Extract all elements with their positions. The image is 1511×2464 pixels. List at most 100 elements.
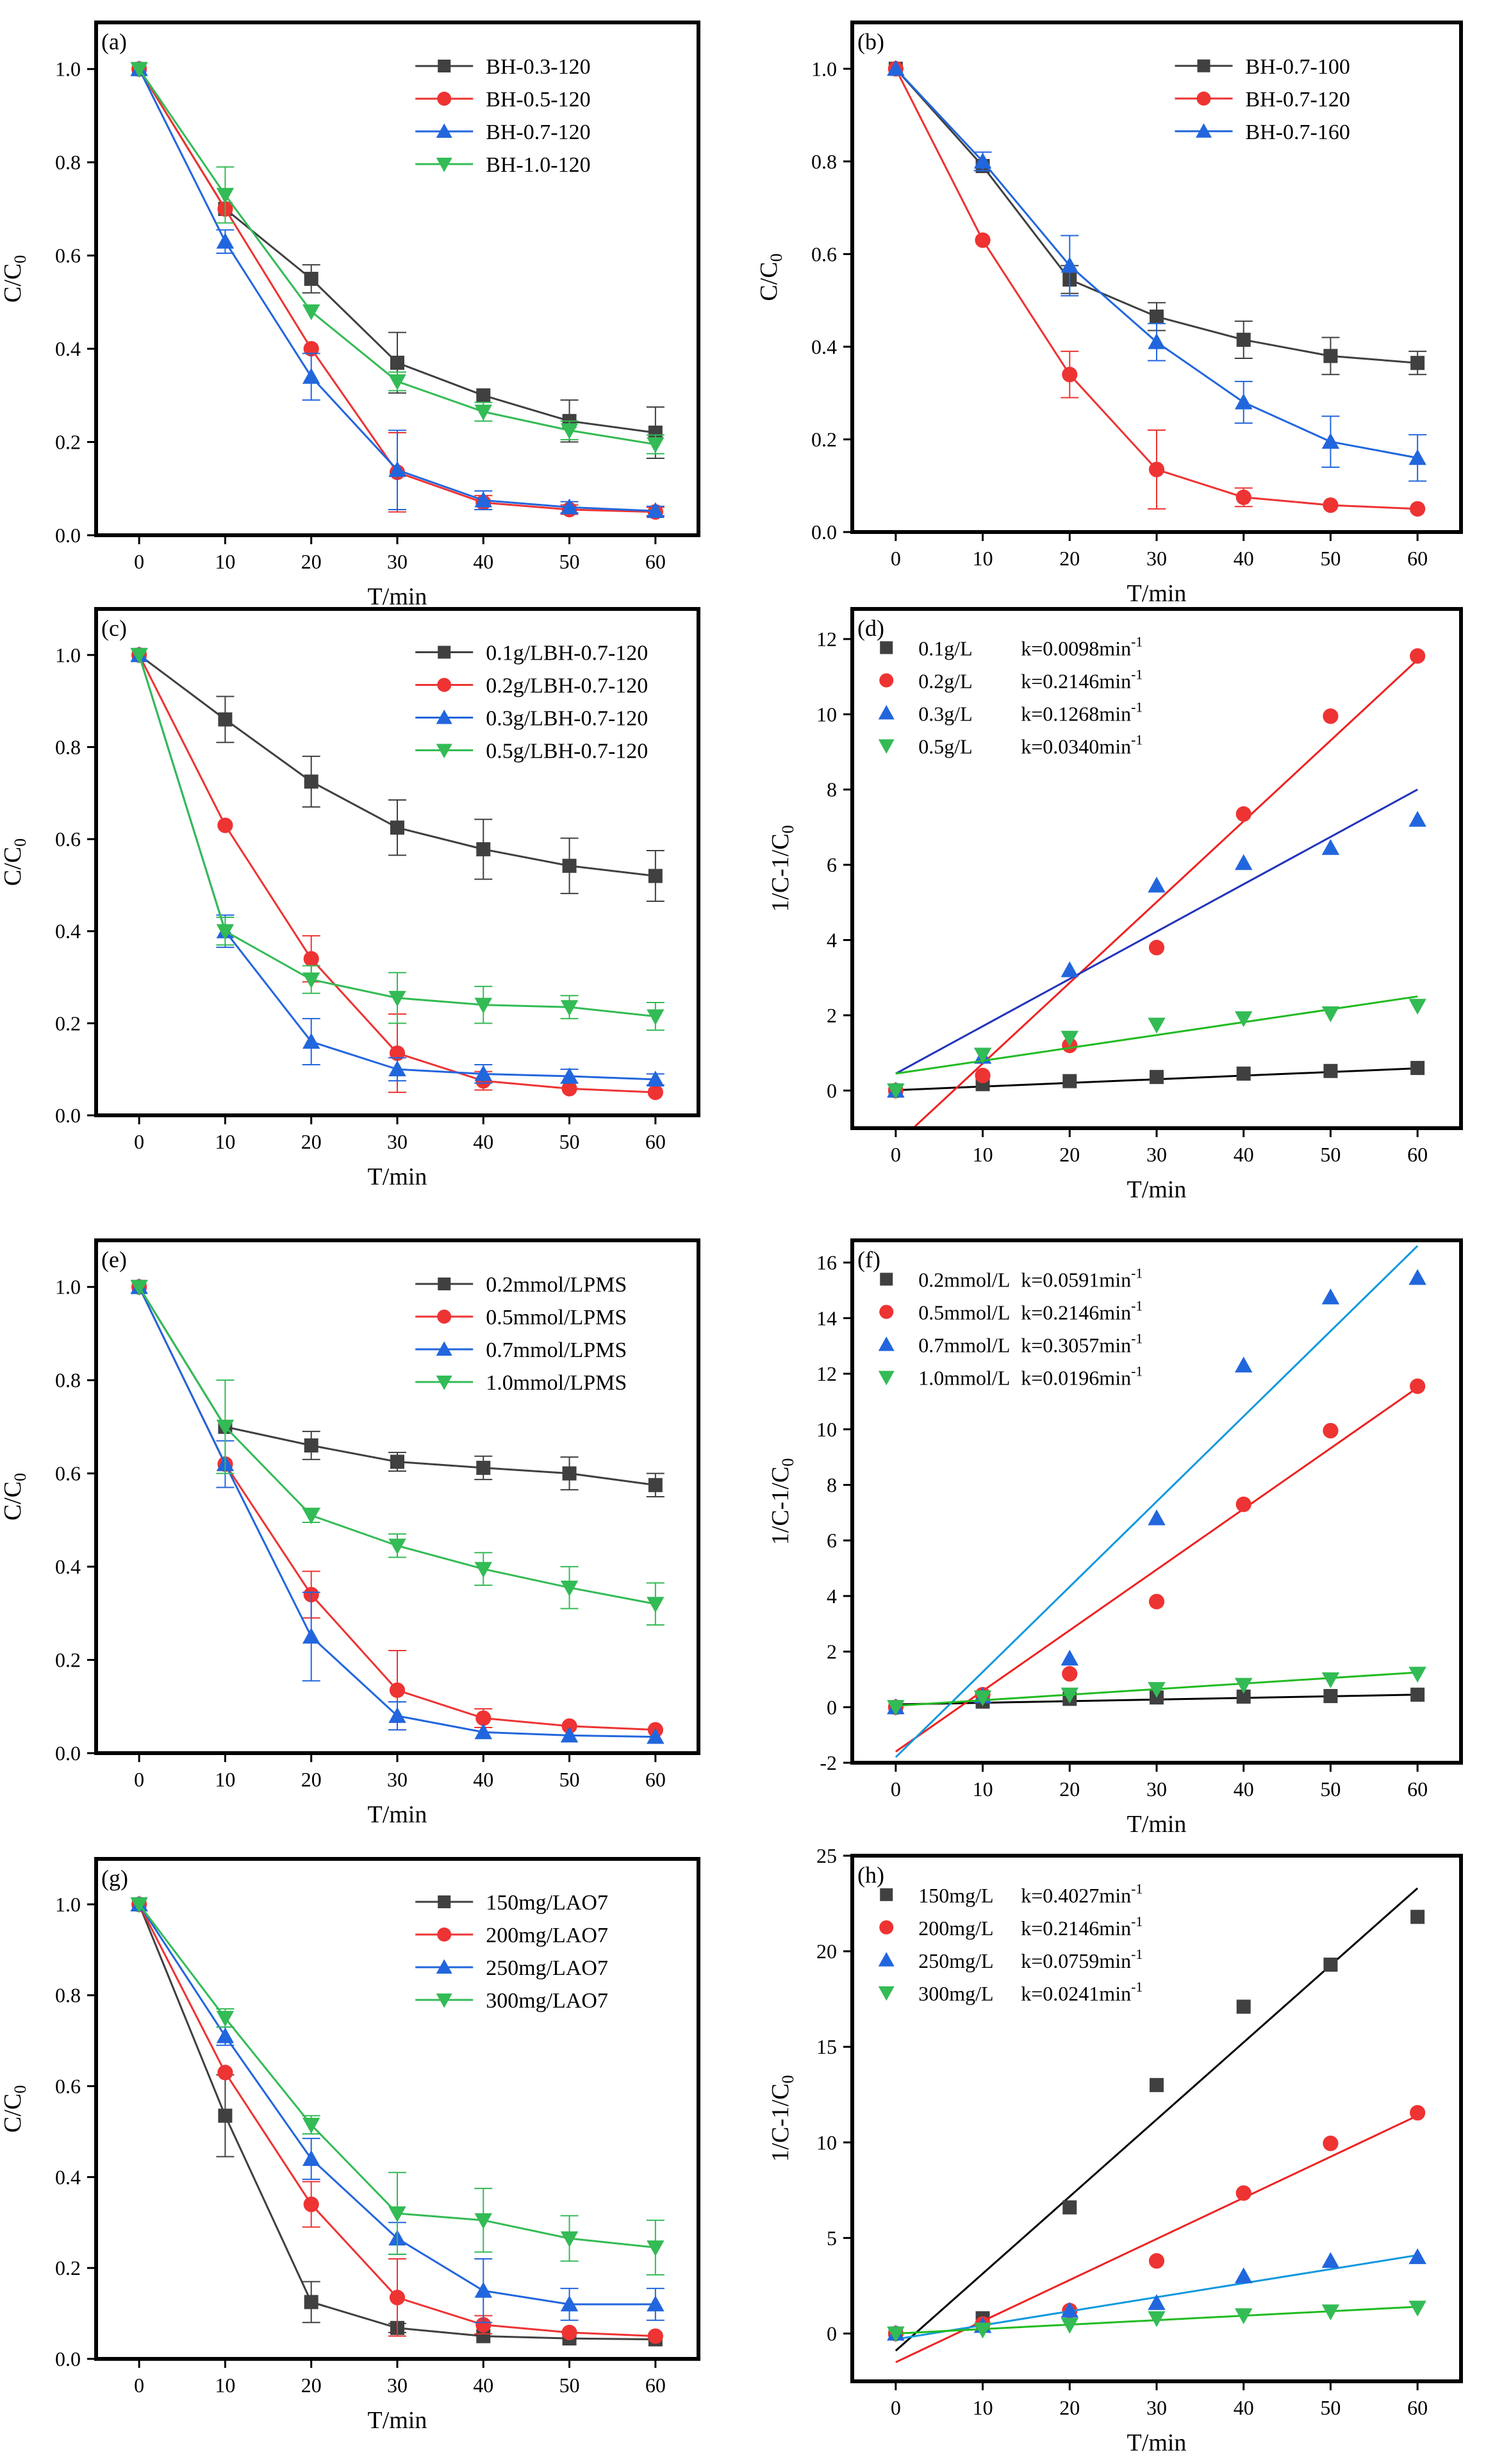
y-tick-label: 0.4	[55, 337, 81, 360]
data-point	[1061, 2318, 1079, 2334]
series-3	[887, 2301, 1426, 2343]
data-point	[474, 1065, 493, 1081]
x-axis-label: T/min	[368, 1801, 427, 1828]
y-tick-label: 10	[816, 1418, 837, 1441]
data-point	[216, 2027, 235, 2044]
legend-label: BH-0.5-120	[486, 88, 590, 112]
x-tick-label: 0	[134, 2374, 144, 2397]
data-point	[474, 491, 493, 508]
plot-frame	[850, 1238, 1463, 1765]
legend-marker	[880, 641, 893, 654]
plot-area	[130, 1278, 665, 1744]
data-point	[216, 1419, 235, 1436]
data-point	[1234, 2308, 1253, 2324]
plot-area	[887, 1887, 1426, 2363]
data-point	[474, 404, 493, 421]
legend-item: 0.5mmol/L k=0.2146min-1	[879, 1298, 1143, 1324]
legend-item: BH-0.5-120	[415, 88, 591, 112]
legend-item: 0.5g/L k=0.0340min-1	[878, 731, 1143, 758]
y-tick-label: 1.0	[55, 1893, 81, 1916]
data-point	[560, 498, 579, 515]
x-tick-label: 20	[301, 1768, 322, 1791]
y-tick-label: 5	[827, 2226, 837, 2249]
data-point	[1410, 1378, 1426, 1394]
y-tick-label: 6	[827, 853, 837, 876]
legend-item: BH-0.7-100	[1175, 55, 1350, 79]
data-point	[1408, 2301, 1426, 2317]
y-tick-label: 0.2	[55, 1011, 81, 1035]
legend-item: 1.0mmol/LPMS	[415, 1371, 627, 1395]
y-tick-label: 0.4	[55, 2165, 81, 2188]
y-tick-label: 0.8	[55, 1984, 81, 2007]
y-tick-label: 0	[827, 2322, 837, 2345]
series-2	[887, 788, 1426, 1098]
legend: 0.1g/LBH-0.7-120 0.2g/LBH-0.7-120 0.3g/LBH…	[415, 642, 648, 763]
data-point	[1236, 1066, 1251, 1081]
data-point	[130, 1897, 148, 1913]
data-point	[647, 1727, 665, 1744]
data-point	[1062, 1666, 1078, 1682]
data-point	[647, 502, 665, 519]
k-value-text: k=0.3057min	[1021, 1334, 1131, 1357]
x-tick-label: 30	[387, 1768, 408, 1791]
legend-marker	[438, 1895, 451, 1908]
legend-marker	[436, 1959, 452, 1974]
legend-marker	[878, 1370, 895, 1386]
chart-panel-d: 0 10 20 30 40 50 60024681012T/min1/C-1/C0(d)0.…	[767, 607, 1463, 1203]
data-point	[1234, 393, 1253, 410]
x-tick-label: 10	[215, 1130, 235, 1153]
x-tick-label: 30	[1146, 547, 1167, 570]
legend-marker	[880, 1888, 893, 1901]
fit-line	[895, 1245, 1419, 1758]
x-tick-label: 0	[134, 1130, 144, 1153]
legend-marker	[438, 60, 451, 72]
data-point	[1148, 1509, 1166, 1526]
x-tick-label: 60	[645, 1130, 666, 1153]
legend-item: 0.2g/LBH-0.7-120	[415, 674, 648, 698]
y-tick-label: 0	[827, 1079, 837, 1102]
legend-marker	[880, 1272, 893, 1286]
y-axis-label: 1/C-1/C0	[767, 1458, 797, 1545]
legend-label: 250mg/LAO7	[486, 1956, 608, 1980]
data-point	[1408, 449, 1426, 465]
legend-label: 0.1g/LBH-0.7-120	[486, 642, 648, 665]
fit-line	[912, 659, 1419, 1128]
data-point	[1321, 1288, 1340, 1304]
legend-marker	[436, 1341, 452, 1356]
x-tick-label: 40	[1234, 547, 1254, 570]
data-point	[973, 1047, 992, 1064]
x-tick-label: 50	[559, 2374, 580, 2397]
data-point	[1323, 1063, 1338, 1078]
x-axis-label: T/min	[368, 1163, 427, 1190]
plot-area	[887, 648, 1426, 1128]
x-tick-label: 50	[1320, 1143, 1341, 1166]
data-point	[975, 232, 991, 248]
panel-label: (a)	[101, 29, 127, 54]
legend-item: 150mg/L k=0.4027min-1	[880, 1881, 1143, 1907]
y-tick-label: 12	[816, 1362, 837, 1385]
data-point	[1235, 489, 1251, 505]
x-tick-label: 0	[891, 1777, 901, 1801]
x-tick-label: 30	[1146, 2396, 1167, 2419]
legend-marker	[879, 673, 894, 688]
legend-item: 250mg/L k=0.0759min-1	[878, 1946, 1143, 1972]
y-tick-label: 2	[827, 1640, 837, 1663]
plot-frame	[850, 607, 1463, 1130]
x-tick-label: 40	[473, 2374, 493, 2397]
data-point	[1408, 1667, 1426, 1683]
y-axis-label-sub: 0	[11, 2085, 29, 2094]
data-point	[1234, 2267, 1253, 2283]
legend-label: 200mg/LAO7	[486, 1924, 608, 1947]
data-point	[560, 1000, 579, 1016]
y-tick-label: 1.0	[811, 57, 837, 80]
data-point	[390, 820, 404, 835]
k-value-text: k=0.0591min	[1021, 1269, 1131, 1292]
legend-marker	[438, 1278, 451, 1290]
data-point	[1323, 349, 1338, 363]
x-tick-label: 50	[559, 550, 580, 573]
chart-panel-g: 0 10 20 30 40 50 600.00.20.40.60.81.0T/minC/C0…	[0, 1857, 700, 2434]
x-tick-label: 60	[645, 2374, 666, 2397]
legend-marker	[879, 1920, 894, 1935]
series-3	[887, 995, 1426, 1100]
data-point	[1410, 2104, 1426, 2121]
